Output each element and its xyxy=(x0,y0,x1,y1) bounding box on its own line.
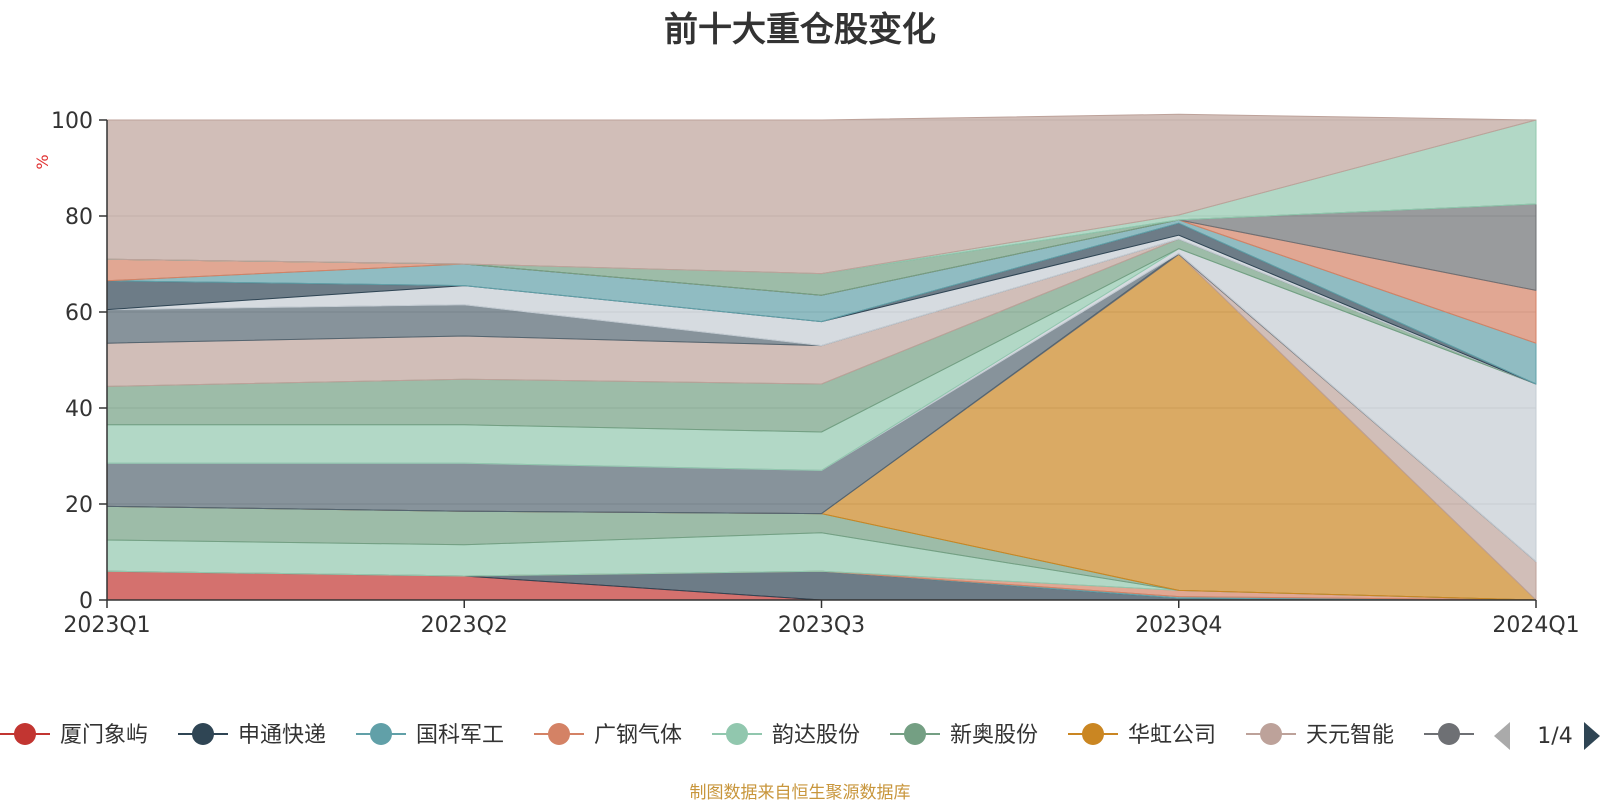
legend-label: 广钢气体 xyxy=(594,723,682,748)
legend-marker-icon xyxy=(14,723,36,745)
legend-label: 厦门象屿 xyxy=(60,723,148,748)
legend-marker-icon xyxy=(1082,723,1104,745)
legend-item[interactable]: 申通快递 xyxy=(178,723,326,748)
area-series-23 xyxy=(106,113,1537,275)
legend-label: 天元智能 xyxy=(1306,723,1394,748)
y-tick-label-40: 40 xyxy=(65,397,93,422)
legend-item[interactable]: 新奥股份 xyxy=(890,723,1038,748)
area-series-group xyxy=(106,113,1537,601)
legend-item[interactable]: 厦门象屿 xyxy=(0,723,148,748)
x-tick-label-2023Q4: 2023Q4 xyxy=(1135,613,1222,638)
legend-marker-icon xyxy=(1260,723,1282,745)
legend-label: 申通快递 xyxy=(238,723,326,748)
y-tick-label-20: 20 xyxy=(65,493,93,518)
triangle-left-icon[interactable] xyxy=(1494,722,1510,750)
y-tick-label-60: 60 xyxy=(65,301,93,326)
y-tick-label-80: 80 xyxy=(65,205,93,230)
legend-label: 华虹公司 xyxy=(1128,723,1216,748)
data-source-note: 制图数据来自恒生聚源数据库 xyxy=(689,783,911,803)
triangle-right-icon[interactable] xyxy=(1584,722,1600,750)
x-tick-label-2023Q1: 2023Q1 xyxy=(63,613,150,638)
legend-marker-icon xyxy=(192,723,214,745)
axes: 0 20 40 60 80 100 2023Q1 2023Q2 2023Q3 2023Q4 2024… xyxy=(51,109,1580,638)
chart-title: 前十大重仓股变化 xyxy=(664,10,936,50)
legend-item[interactable]: 天元智能 xyxy=(1246,723,1394,748)
legend: 厦门象屿 申通快递 国科军工 广钢气体 韵达股份 新奥股份 华虹公司 天元智能 (1/4 xyxy=(0,710,1600,760)
legend-label: 国科军工 xyxy=(416,723,504,748)
legend-item[interactable]: ( xyxy=(1424,723,1493,748)
legend-label: 新奥股份 xyxy=(950,723,1038,748)
x-tick-label-2024Q1: 2024Q1 xyxy=(1492,613,1579,638)
x-tick-label-2023Q3: 2023Q3 xyxy=(778,613,865,638)
legend-item[interactable]: 广钢气体 xyxy=(534,723,682,748)
legend-marker-icon xyxy=(548,723,570,745)
y-tick-label-100: 100 xyxy=(51,109,93,134)
legend-item[interactable]: 韵达股份 xyxy=(712,723,860,748)
y-tick-label-0: 0 xyxy=(79,589,93,614)
legend-label: 韵达股份 xyxy=(772,723,860,748)
x-tick-label-2023Q2: 2023Q2 xyxy=(421,613,508,638)
legend-marker-icon xyxy=(726,723,748,745)
legend-page-indicator: 1/4 xyxy=(1537,724,1572,749)
legend-marker-icon xyxy=(370,723,392,745)
legend-marker-icon xyxy=(1438,723,1460,745)
legend-item[interactable]: 国科军工 xyxy=(356,723,504,748)
legend-item[interactable]: 华虹公司 xyxy=(1068,723,1216,748)
legend-marker-icon xyxy=(904,723,926,745)
y-axis-label: % xyxy=(33,154,52,169)
